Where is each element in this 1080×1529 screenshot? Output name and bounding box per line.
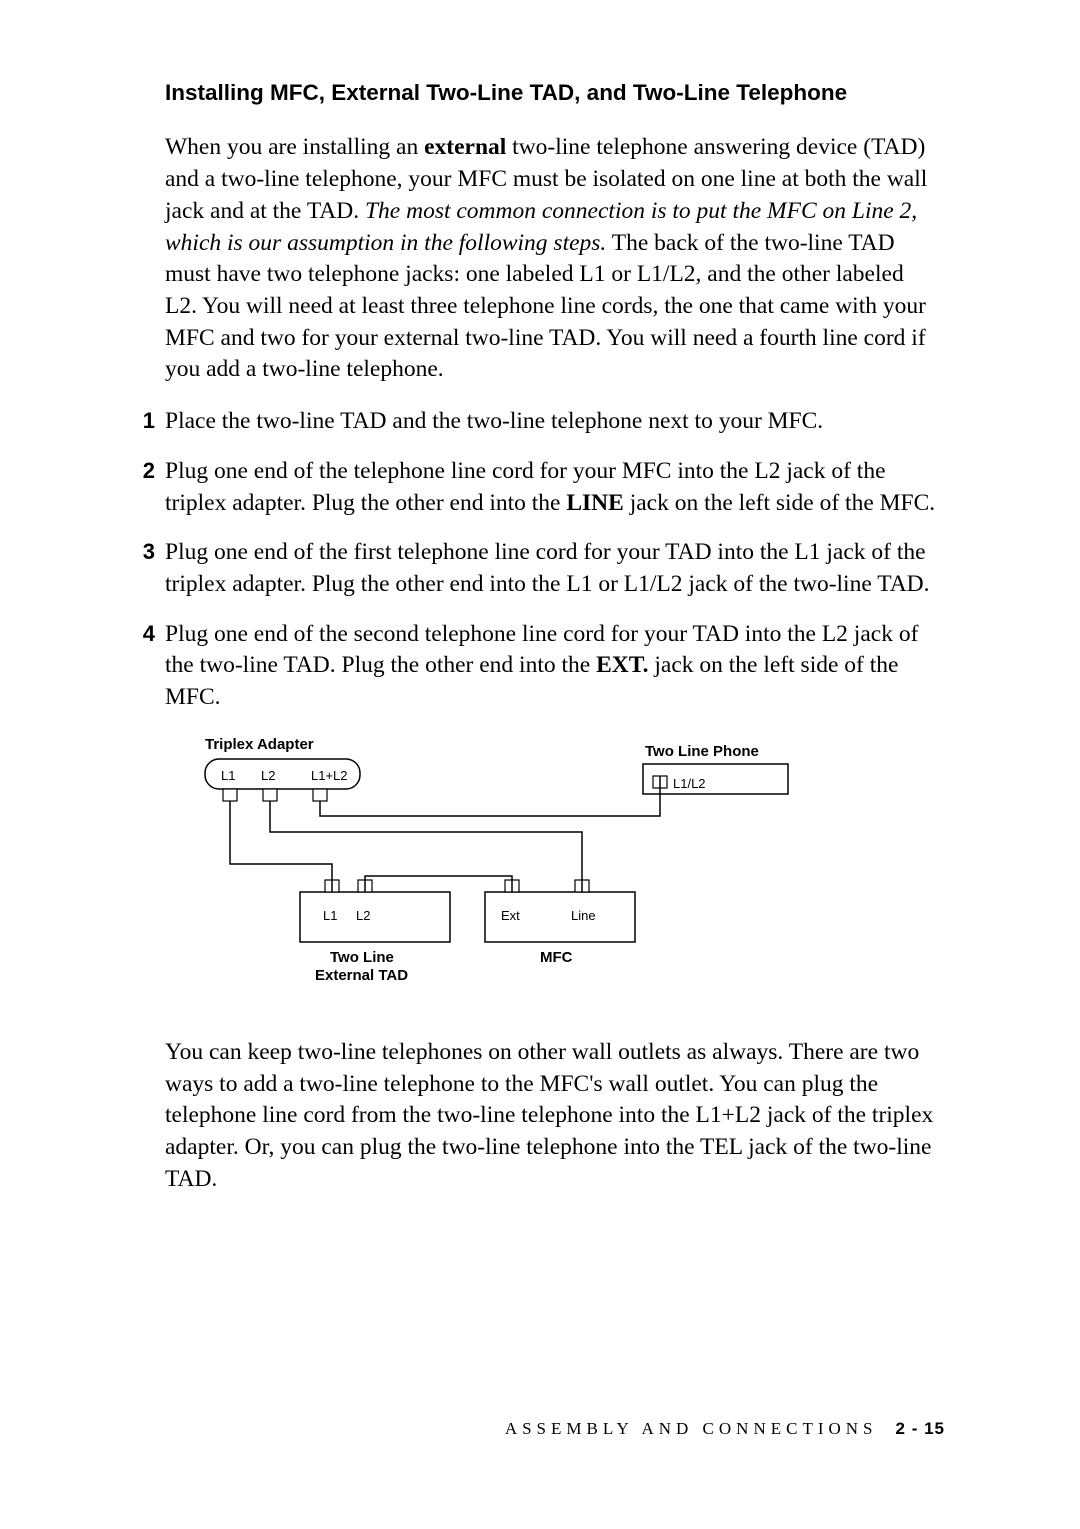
svg-text:Two Line Phone: Two Line Phone [645,743,759,760]
step-text: jack on the left side of the MFC. [624,490,935,516]
svg-text:Triplex Adapter: Triplex Adapter [205,736,314,753]
step-number: 4 [129,619,155,649]
svg-text:MFC: MFC [540,949,573,966]
step-item: 3 Plug one end of the first telephone lin… [129,537,940,600]
intro-b1: external [424,134,506,160]
section-heading: Installing MFC, External Two-Line TAD, a… [165,78,940,108]
svg-text:Two Line: Two Line [330,949,394,966]
step-bold: LINE [566,490,623,516]
step-item: 1 Place the two-line TAD and the two-line… [129,406,940,438]
page-footer: ASSEMBLY AND CONNECTIONS 2 - 15 [505,1419,945,1439]
svg-text:L1: L1 [221,768,235,783]
step-text: Plug one end of the first telephone line… [165,539,930,597]
svg-text:L2: L2 [356,908,370,923]
steps-list: 1Place the two-line TAD and the two-line… [165,406,940,714]
svg-text:Ext: Ext [501,908,520,923]
outro-paragraph: You can keep two-line telephones on othe… [165,1037,940,1196]
svg-text:External TAD: External TAD [315,967,408,984]
footer-section: ASSEMBLY AND CONNECTIONS [505,1419,878,1438]
step-item: 4Plug one end of the second telephone li… [129,619,940,714]
step-number: 2 [129,456,155,486]
svg-text:L1/L2: L1/L2 [673,776,706,791]
svg-text:Line: Line [571,908,596,923]
intro-t1: When you are installing an [165,134,424,160]
step-text: Place the two-line TAD and the two-line … [165,408,823,434]
step-number: 3 [129,537,155,567]
step-bold: EXT. [596,652,648,678]
svg-text:L1: L1 [323,908,337,923]
intro-paragraph: When you are installing an external two-… [165,132,940,386]
step-item: 2Plug one end of the telephone line cord… [129,456,940,519]
step-number: 1 [129,406,155,436]
svg-text:L1+L2: L1+L2 [311,768,348,783]
svg-text:L2: L2 [261,768,275,783]
footer-page: 2 - 15 [896,1419,945,1438]
wiring-diagram: Triplex Adapter Two Line Phone L1 L2 L1+L2 L1… [195,734,940,1009]
